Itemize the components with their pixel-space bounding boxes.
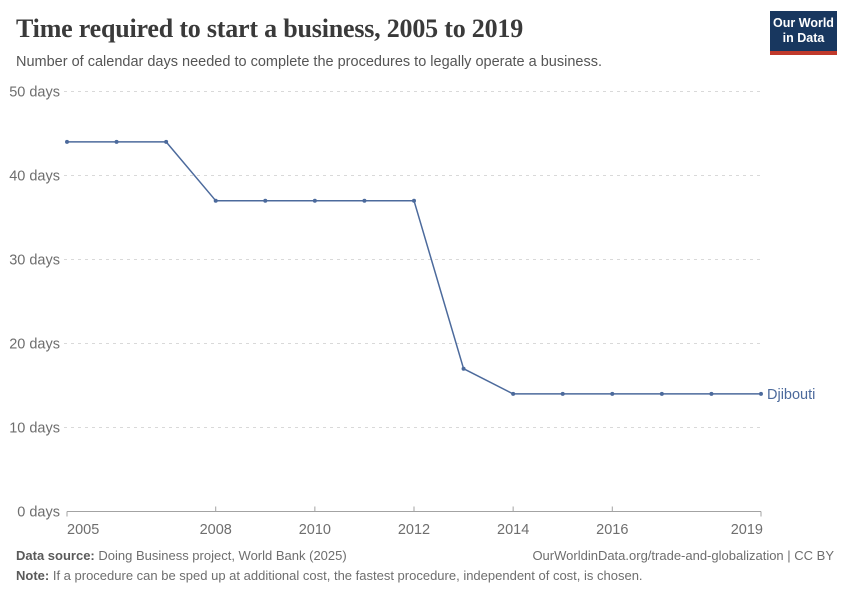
chart-subtitle: Number of calendar days needed to comple… xyxy=(16,53,602,70)
owid-logo-line1: Our World xyxy=(773,15,834,30)
owid-logo[interactable]: Our World in Data xyxy=(770,11,837,55)
data-point[interactable] xyxy=(362,198,367,203)
note-text: Note: If a procedure can be sped up at a… xyxy=(16,568,643,584)
y-tick-label: 20 days xyxy=(9,337,60,353)
series-line xyxy=(67,141,761,395)
owid-url-link[interactable]: OurWorldinData.org/trade-and-globalizati… xyxy=(532,548,834,563)
data-point[interactable] xyxy=(759,391,763,396)
x-tick-label: 2005 xyxy=(67,522,99,538)
y-tick-label: 0 days xyxy=(17,505,60,521)
data-point[interactable] xyxy=(65,139,69,144)
y-tick-label: 30 days xyxy=(9,253,60,269)
y-tick-label: 40 days xyxy=(9,169,60,185)
x-tick-label: 2019 xyxy=(731,522,763,538)
x-tick-label: 2012 xyxy=(398,522,430,538)
entity-label: Djibouti xyxy=(767,387,815,403)
note-label: Note: xyxy=(16,568,50,584)
chart-footer: Data source: Doing Business project, Wor… xyxy=(16,546,834,586)
data-point[interactable] xyxy=(709,391,714,396)
x-tick-label: 2010 xyxy=(299,522,331,538)
x-tick-label: 2014 xyxy=(497,522,529,538)
data-point[interactable] xyxy=(114,139,119,144)
chart-header: Time required to start a business, 2005 … xyxy=(16,14,750,72)
data-source-text: Data source: Doing Business project, Wor… xyxy=(16,548,347,563)
owid-logo-line2: in Data xyxy=(782,31,825,45)
x-tick-label: 2008 xyxy=(200,522,232,538)
y-tick-label: 50 days xyxy=(9,85,60,101)
data-point[interactable] xyxy=(511,391,516,396)
data-point[interactable] xyxy=(560,391,565,396)
data-point[interactable] xyxy=(610,391,615,396)
data-point[interactable] xyxy=(213,198,218,203)
y-tick-label: 10 days xyxy=(9,421,60,437)
data-point[interactable] xyxy=(312,198,317,203)
data-point[interactable] xyxy=(461,366,466,371)
data-point[interactable] xyxy=(263,198,268,203)
chart-title: Time required to start a business, 2005 … xyxy=(16,14,524,43)
data-source-label: Data source: xyxy=(16,548,95,563)
x-tick-label: 2016 xyxy=(596,522,628,538)
data-point[interactable] xyxy=(164,139,169,144)
data-point[interactable] xyxy=(412,198,416,203)
data-point[interactable] xyxy=(659,391,664,396)
